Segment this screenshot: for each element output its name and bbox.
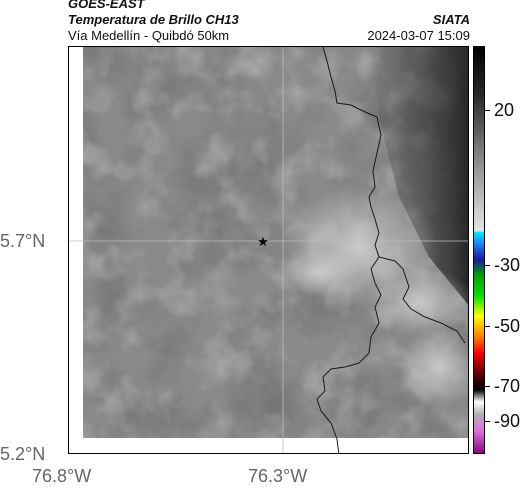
- colorbar-label-20: 20: [494, 100, 515, 120]
- satellite-title: GOES-EAST: [68, 0, 145, 11]
- colorbar-tick: [485, 110, 490, 111]
- colorbar-tick: [485, 326, 490, 327]
- colorbar-label-neg70: -70: [494, 376, 521, 396]
- timestamp-label: 2024-03-07 15:09: [367, 28, 470, 43]
- latitude-label-5.7: 5.7°N: [0, 231, 46, 251]
- longitude-label-76.3: 76.3°W: [248, 466, 308, 486]
- colorbar-label-neg90: -90: [494, 411, 521, 431]
- location-star-icon: ★: [257, 235, 269, 250]
- product-title: Temperatura de Brillo CH13: [68, 12, 239, 27]
- colorbar-label-neg50: -50: [494, 316, 521, 336]
- longitude-label-76.8: 76.8°W: [32, 466, 92, 486]
- region-subtitle: Vía Medellín - Quibdó 50km: [68, 28, 230, 43]
- temperature-colorbar: [473, 46, 485, 454]
- colorbar-tick: [485, 421, 490, 422]
- colorbar-tick: [485, 386, 490, 387]
- boundary-line-south: [316, 256, 382, 453]
- satellite-map[interactable]: ★: [68, 46, 469, 454]
- satellite-imagery: ★: [69, 47, 468, 453]
- boundary-line-east: [322, 47, 466, 344]
- colorbar-gradient: [474, 47, 484, 453]
- colorbar-tick: [485, 265, 490, 266]
- latitude-label-5.2: 5.2°N: [0, 444, 46, 464]
- organization-label: SIATA: [432, 12, 470, 27]
- colorbar-label-neg30: -30: [494, 255, 521, 275]
